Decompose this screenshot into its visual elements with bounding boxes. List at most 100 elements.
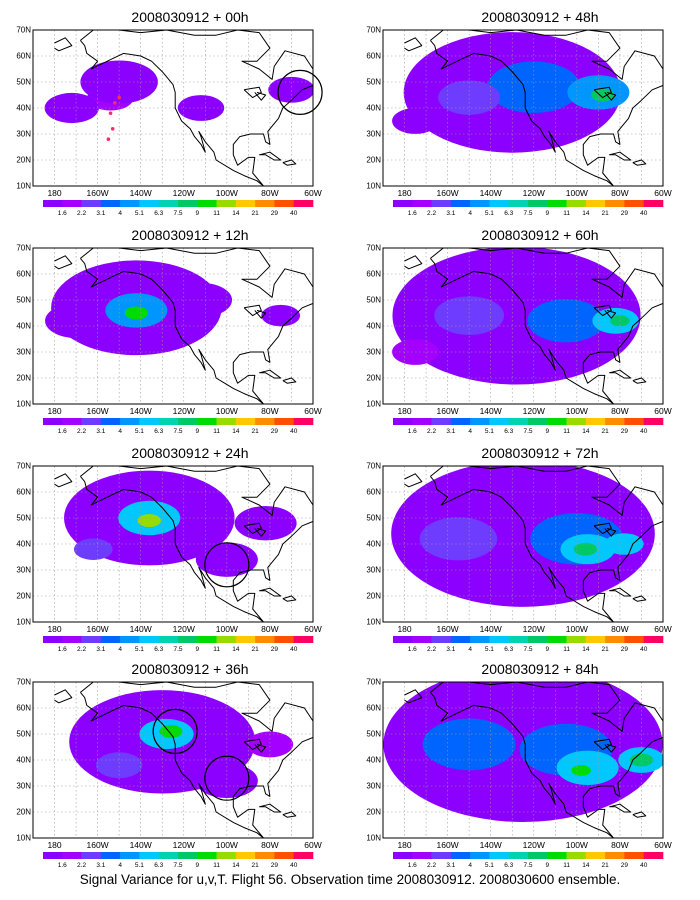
coastline [254,743,267,753]
coastline [259,803,282,813]
colorbar-swatch [528,636,548,643]
colorbar-swatch [216,636,237,643]
colorbar-level-label: 2.2 [77,210,86,217]
y-tick-label: 60N [366,704,381,713]
coastline [254,527,267,537]
variance-map-84h: 10N 20N 30N 40N 50N 60N 70N 180 160W 140W 120W 100W… [366,678,671,870]
plot-frame [32,29,314,187]
colorbar-swatch [158,852,179,859]
x-tick-label: 160W [87,840,109,850]
colorbar-level-label: 5.1 [485,428,494,435]
plot-frame [32,247,314,405]
coastline [80,30,313,186]
coastline [404,37,423,52]
colorbar-level-label: 7.5 [173,862,182,869]
colorbar-swatch [489,636,510,643]
x-tick-label: 180 [47,840,61,850]
x-tick-label: 180 [397,840,411,850]
colorbar-swatch [43,418,63,425]
colorbar-swatch [178,852,198,859]
colorbar: 1.6 2.2 3.1 4 5.1 6.3 7.5 9 11 14 21 29 40 [43,636,314,653]
colorbar-level-label: 3.1 [446,646,455,653]
panel-title: 2008030912 + 24h [131,445,249,461]
colorbar-swatch [81,852,102,859]
colorbar-swatch [62,852,82,859]
variance-contour [261,304,301,327]
colorbar-swatch [489,200,510,207]
colorbar-swatch [293,418,314,425]
colorbar-swatch [624,852,645,859]
coastline [609,151,632,161]
y-tick-label: 70N [16,462,31,471]
map-gridlines [383,30,663,186]
y-tick-label: 50N [16,514,31,523]
colorbar-swatch [528,852,548,859]
colorbar: 1.6 2.2 3.1 4 5.1 6.3 7.5 9 11 14 21 29 40 [393,636,664,653]
variance-contour [629,753,654,767]
x-tick-label: 60W [654,624,671,634]
x-tick-label: 140W [130,188,152,198]
coastline [593,738,612,751]
colorbar-level-label: 21 [252,210,260,217]
y-tick-label: 50N [16,730,31,739]
coastlines [54,248,313,404]
y-tick-label: 20N [16,374,31,383]
colorbar-swatch [566,200,587,207]
y-tick-label: 20N [16,592,31,601]
y-tick-label: 70N [366,244,381,253]
variance-contour [573,542,598,556]
colorbar-level-label: 29 [271,862,279,869]
colorbar-level-label: 7.5 [523,862,532,869]
colorbar-swatch [470,852,490,859]
x-tick-label: 180 [397,406,411,416]
colorbar-swatch [470,200,490,207]
coastline [282,159,297,166]
y-tick-label: 40N [16,322,31,331]
colorbar-level-label: 1.6 [58,862,67,869]
variance-contour [159,724,183,738]
colorbar-level-label: 21 [252,428,260,435]
coastline [243,86,262,99]
x-tick-label: 160W [437,406,459,416]
x-tick-label: 180 [397,188,411,198]
y-tick-label: 40N [16,104,31,113]
colorbar-level-label: 9 [195,428,199,435]
y-tick-label: 20N [366,374,381,383]
colorbar-level-label: 3.1 [446,428,455,435]
coastline [593,522,612,535]
colorbar-level-label: 29 [271,646,279,653]
y-tick-label: 10N [366,834,381,843]
colorbar-level-label: 4 [118,210,122,217]
colorbar-level-label: 3.1 [446,862,455,869]
colorbar-level-label: 21 [602,862,610,869]
x-tick-label: 80W [261,624,278,634]
colorbar-level-label: 4 [468,862,472,869]
x-tick-label: 120W [173,188,195,198]
colorbar-level-label: 14 [582,862,590,869]
colorbar-swatch [216,418,237,425]
x-tick-label: 60W [304,406,321,416]
variance-map-00h: 10N 20N 30N 40N 50N 60N 70N 180 160W 140W 120W 100W… [16,26,323,217]
colorbar-level-label: 5.1 [485,862,494,869]
colorbar-level-label: 40 [290,210,298,217]
colorbar-swatch [274,418,295,425]
colorbar-swatch [585,200,606,207]
variance-contour [137,514,161,528]
coastline [604,743,617,753]
colorbar-swatch [235,852,256,859]
coastlines [54,466,313,622]
x-tick-label: 100W [216,406,238,416]
x-tick-label: 160W [87,406,109,416]
variance-field [392,248,641,385]
colorbar-swatch [508,852,529,859]
variance-contour [95,752,143,779]
colorbar-swatch [412,418,432,425]
x-tick-label: 60W [304,840,321,850]
colorbar-swatch [431,200,452,207]
colorbar-swatch [293,200,314,207]
coastline [430,30,663,186]
colorbar: 1.6 2.2 3.1 4 5.1 6.3 7.5 9 11 14 21 29 40 [393,418,664,435]
x-tick-label: 140W [130,624,152,634]
coastlines [404,248,663,404]
y-tick-label: 40N [366,540,381,549]
